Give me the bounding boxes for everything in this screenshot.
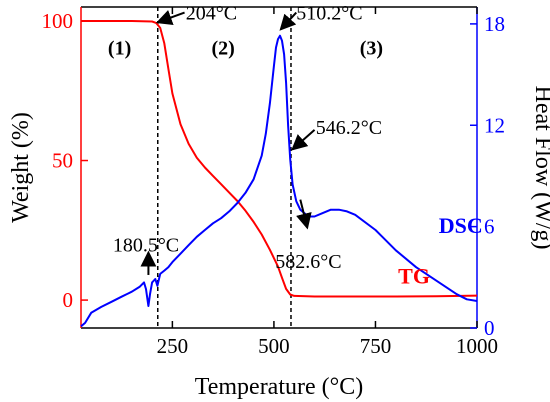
annotation-arrow <box>155 10 185 26</box>
x-tick-label: 1000 <box>456 334 498 358</box>
annotation-label: 546.2°C <box>316 117 382 139</box>
annotation-label: 180.5°C <box>113 234 179 256</box>
y-right-tick-label: 6 <box>484 215 495 239</box>
x-tick-label: 250 <box>157 334 189 358</box>
region-label: (2) <box>211 37 234 59</box>
annotation-label: 204°C <box>186 3 237 25</box>
annotation-arrow <box>296 199 312 230</box>
annotation-arrow <box>291 129 316 151</box>
series-name-label: TG <box>398 263 430 288</box>
y-right-tick-label: 0 <box>484 316 495 340</box>
y-right-axis-label: Heat Flow (W/g) <box>530 86 550 250</box>
x-tick-label: 500 <box>258 334 290 358</box>
series-line-dsc <box>80 34 478 328</box>
y-left-tick-label: 50 <box>52 149 73 173</box>
x-axis-label: Temperature (°C) <box>195 374 364 400</box>
region-label: (3) <box>360 37 383 59</box>
annotation-label: 510.2°C <box>296 3 362 25</box>
y-right-tick-label: 18 <box>484 12 505 36</box>
series-name-label: DSC <box>439 213 483 238</box>
series-line-tg <box>81 20 478 298</box>
y-left-tick-label: 100 <box>42 9 74 33</box>
y-left-tick-label: 0 <box>63 288 74 312</box>
annotation-arrow <box>279 11 297 31</box>
annotation-label: 582.6°C <box>275 251 341 273</box>
region-label: (1) <box>108 37 131 59</box>
x-tick-label: 750 <box>360 334 392 358</box>
y-right-tick-label: 12 <box>484 113 505 137</box>
y-left-axis-label: Weight (%) <box>8 112 34 223</box>
